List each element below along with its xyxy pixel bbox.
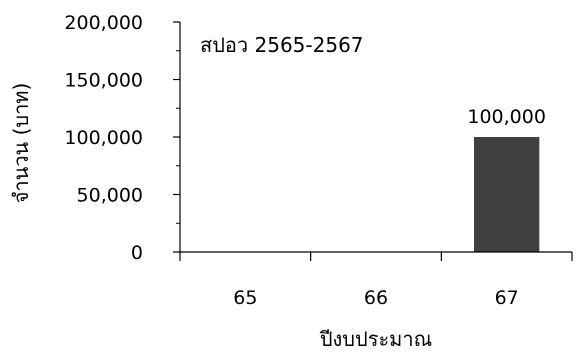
chart-annotation: สปอว 2565-2567 [200,33,364,57]
y-tick-label: 200,000 [64,12,143,34]
x-tick-label: 67 [495,287,519,309]
x-axis-title: ปีงบประมาณ [320,327,433,351]
y-tick-label: 0 [131,242,143,264]
y-tick-label: 150,000 [64,70,143,92]
y-tick-label: 50,000 [77,185,143,207]
x-axis-ticks: 65 66 67 [179,252,573,309]
x-tick-label: 65 [233,287,257,309]
y-tick-label: 100,000 [64,127,143,149]
x-tick-label: 66 [364,287,388,309]
y-axis-title: จำนวน (บาท) [9,83,33,204]
bars [474,137,540,252]
bar-67 [474,137,540,252]
data-labels: 100,000 [467,106,546,128]
y-axis-ticks: 0 50,000 100,000 150,000 200,000 [64,12,180,264]
data-label-67: 100,000 [467,106,546,128]
